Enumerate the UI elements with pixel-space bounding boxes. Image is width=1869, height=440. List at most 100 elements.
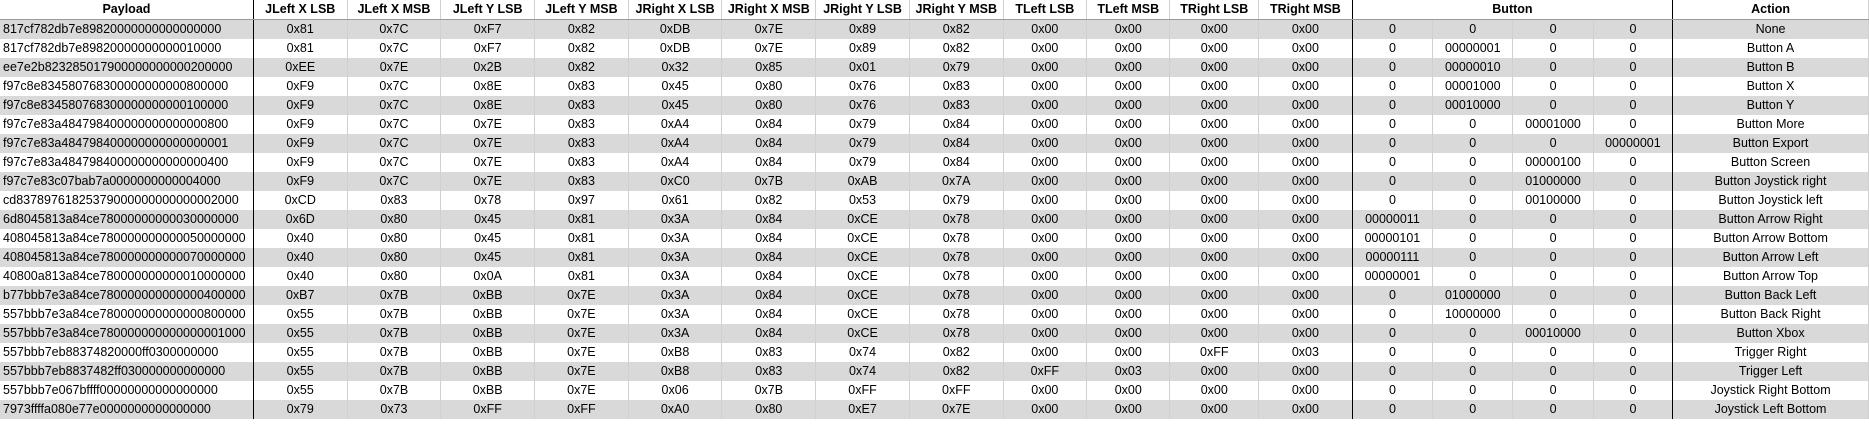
- cell-button-2[interactable]: 0: [1432, 191, 1514, 210]
- cell-button-1[interactable]: 0: [1352, 39, 1434, 58]
- cell-payload[interactable]: f97c7e83a484798400000000000000400: [0, 153, 254, 172]
- cell-jleft-y-msb[interactable]: 0x83: [534, 96, 629, 115]
- cell-tright-lsb[interactable]: 0x00: [1169, 191, 1260, 210]
- cell-tright-lsb[interactable]: 0x00: [1169, 39, 1260, 58]
- cell-payload[interactable]: 557bbb7eb88374820000ff0300000000: [0, 343, 254, 362]
- cell-button-3[interactable]: 0: [1512, 39, 1594, 58]
- cell-payload[interactable]: ee7e2b823285017900000000000200000: [0, 58, 254, 77]
- cell-jright-y-msb[interactable]: 0x78: [909, 286, 1004, 305]
- cell-tleft-lsb[interactable]: 0x00: [1003, 96, 1088, 115]
- cell-tleft-msb[interactable]: 0x00: [1086, 229, 1171, 248]
- cell-tleft-msb[interactable]: 0x00: [1086, 343, 1171, 362]
- cell-button-2[interactable]: 0: [1432, 172, 1514, 191]
- cell-jleft-x-lsb[interactable]: 0xF9: [253, 172, 348, 191]
- cell-jleft-x-lsb[interactable]: 0x55: [253, 381, 348, 400]
- cell-button-1[interactable]: 00000001: [1352, 267, 1434, 286]
- cell-jright-y-msb[interactable]: 0x78: [909, 210, 1004, 229]
- header-jleft-x-msb[interactable]: JLeft X MSB: [347, 0, 442, 20]
- cell-jright-x-lsb[interactable]: 0x32: [628, 58, 723, 77]
- cell-button-3[interactable]: 0: [1512, 305, 1594, 324]
- cell-jright-x-lsb[interactable]: 0x3A: [628, 324, 723, 343]
- cell-payload[interactable]: 817cf782db7e89820000000000010000: [0, 39, 254, 58]
- cell-jright-x-lsb[interactable]: 0x61: [628, 191, 723, 210]
- cell-jleft-x-lsb[interactable]: 0xF9: [253, 134, 348, 153]
- cell-tright-lsb[interactable]: 0x00: [1169, 400, 1260, 419]
- cell-jright-x-lsb[interactable]: 0x3A: [628, 267, 723, 286]
- cell-tright-msb[interactable]: 0x00: [1258, 134, 1353, 153]
- cell-jright-y-msb[interactable]: 0x7E: [909, 400, 1004, 419]
- cell-button-2[interactable]: 00000010: [1432, 58, 1514, 77]
- cell-tright-msb[interactable]: 0x00: [1258, 115, 1353, 134]
- cell-button-1[interactable]: 0: [1352, 58, 1434, 77]
- header-action[interactable]: Action: [1672, 0, 1869, 20]
- cell-button-1[interactable]: 0: [1352, 134, 1434, 153]
- cell-button-4[interactable]: 0: [1593, 229, 1674, 248]
- cell-button-2[interactable]: 0: [1432, 248, 1514, 267]
- cell-button-1[interactable]: 0: [1352, 362, 1434, 381]
- cell-jleft-y-lsb[interactable]: 0x0A: [440, 267, 536, 286]
- cell-tright-msb[interactable]: 0x00: [1258, 96, 1353, 115]
- cell-jleft-x-lsb[interactable]: 0x55: [253, 305, 348, 324]
- header-jright-x-msb[interactable]: JRight X MSB: [721, 0, 817, 20]
- cell-button-1[interactable]: 0: [1352, 172, 1434, 191]
- cell-jleft-y-lsb[interactable]: 0xBB: [440, 362, 536, 381]
- cell-payload[interactable]: f97c7e83a484798400000000000000800: [0, 115, 254, 134]
- cell-jleft-y-msb[interactable]: 0x7E: [534, 362, 629, 381]
- cell-jright-x-msb[interactable]: 0x84: [721, 305, 817, 324]
- cell-jright-x-msb[interactable]: 0x84: [721, 324, 817, 343]
- cell-tleft-msb[interactable]: 0x00: [1086, 19, 1171, 39]
- cell-tleft-lsb[interactable]: 0x00: [1003, 267, 1088, 286]
- cell-tright-lsb[interactable]: 0x00: [1169, 58, 1260, 77]
- cell-tleft-lsb[interactable]: 0x00: [1003, 39, 1088, 58]
- cell-action[interactable]: Button Export: [1672, 134, 1869, 153]
- cell-button-2[interactable]: 0: [1432, 400, 1514, 419]
- cell-tleft-lsb[interactable]: 0x00: [1003, 134, 1088, 153]
- cell-button-4[interactable]: 0: [1593, 305, 1674, 324]
- cell-jleft-y-lsb[interactable]: 0x45: [440, 210, 536, 229]
- cell-payload[interactable]: 557bbb7e3a84ce780000000000000800000: [0, 305, 254, 324]
- cell-button-1[interactable]: 00000101: [1352, 229, 1434, 248]
- cell-tright-msb[interactable]: 0x00: [1258, 381, 1353, 400]
- header-tleft-lsb[interactable]: TLeft LSB: [1003, 0, 1088, 20]
- cell-tleft-lsb[interactable]: 0xFF: [1003, 362, 1088, 381]
- cell-jleft-x-lsb[interactable]: 0x6D: [253, 210, 348, 229]
- header-jright-y-lsb[interactable]: JRight Y LSB: [815, 0, 910, 20]
- cell-jleft-y-msb[interactable]: 0x7E: [534, 343, 629, 362]
- cell-jleft-y-lsb[interactable]: 0xF7: [440, 19, 536, 39]
- cell-jright-y-lsb[interactable]: 0xCE: [815, 229, 910, 248]
- cell-button-1[interactable]: 0: [1352, 96, 1434, 115]
- cell-jleft-y-msb[interactable]: 0x81: [534, 248, 629, 267]
- cell-button-3[interactable]: 0: [1512, 248, 1594, 267]
- cell-button-4[interactable]: 0: [1593, 286, 1674, 305]
- cell-button-1[interactable]: 0: [1352, 286, 1434, 305]
- cell-action[interactable]: Button Arrow Left: [1672, 248, 1869, 267]
- cell-action[interactable]: None: [1672, 19, 1869, 39]
- cell-tleft-msb[interactable]: 0x00: [1086, 305, 1171, 324]
- cell-tright-lsb[interactable]: 0x00: [1169, 324, 1260, 343]
- cell-payload[interactable]: 557bbb7eb8837482ff030000000000000: [0, 362, 254, 381]
- cell-payload[interactable]: f97c7e83a484798400000000000000001: [0, 134, 254, 153]
- cell-button-2[interactable]: 0: [1432, 115, 1514, 134]
- cell-jright-y-lsb[interactable]: 0x74: [815, 362, 910, 381]
- cell-button-4[interactable]: 0: [1593, 267, 1674, 286]
- cell-jright-x-lsb[interactable]: 0x3A: [628, 286, 723, 305]
- cell-button-2[interactable]: 0: [1432, 362, 1514, 381]
- cell-button-4[interactable]: 0: [1593, 324, 1674, 343]
- cell-button-2[interactable]: 00000001: [1432, 39, 1514, 58]
- cell-jright-x-msb[interactable]: 0x84: [721, 134, 817, 153]
- cell-jleft-y-lsb[interactable]: 0xBB: [440, 343, 536, 362]
- cell-button-4[interactable]: 0: [1593, 172, 1674, 191]
- cell-jright-y-msb[interactable]: 0x78: [909, 324, 1004, 343]
- cell-tleft-msb[interactable]: 0x03: [1086, 362, 1171, 381]
- cell-jleft-y-msb[interactable]: 0x83: [534, 153, 629, 172]
- cell-jright-y-msb[interactable]: 0x83: [909, 77, 1004, 96]
- cell-jleft-x-msb[interactable]: 0x80: [347, 248, 442, 267]
- cell-action[interactable]: Button Joystick left: [1672, 191, 1869, 210]
- cell-tleft-msb[interactable]: 0x00: [1086, 248, 1171, 267]
- cell-tleft-msb[interactable]: 0x00: [1086, 286, 1171, 305]
- header-jright-y-msb[interactable]: JRight Y MSB: [909, 0, 1004, 20]
- cell-button-2[interactable]: 0: [1432, 153, 1514, 172]
- cell-payload[interactable]: 408045813a84ce780000000000070000000: [0, 248, 254, 267]
- cell-button-3[interactable]: 0: [1512, 267, 1594, 286]
- cell-button-3[interactable]: 0: [1512, 400, 1594, 419]
